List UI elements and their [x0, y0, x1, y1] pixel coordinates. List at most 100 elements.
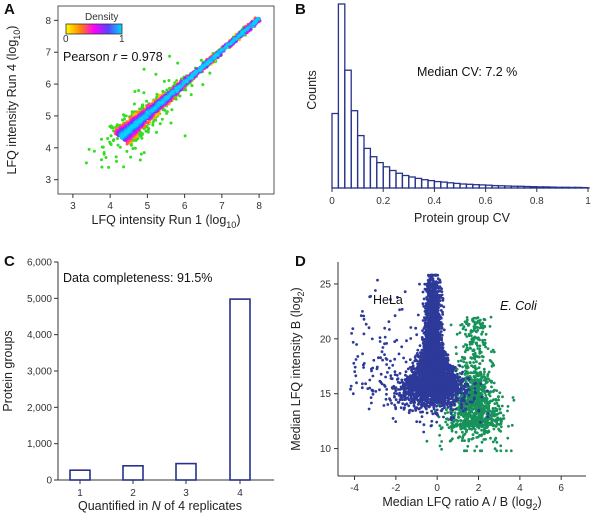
- panel-d-point-ecoli: [481, 326, 485, 330]
- panel-d-point-hela: [390, 401, 393, 405]
- panel-d-point-ecoli: [468, 361, 472, 364]
- panel-d-point-ecoli: [499, 420, 503, 423]
- density-legend-max: 1: [119, 34, 125, 45]
- panel-d-point-ecoli: [473, 364, 477, 368]
- panel-a-point: [216, 53, 220, 57]
- panel-d-point-ecoli: [483, 418, 486, 422]
- panel-b-bar: [568, 186, 576, 189]
- panel-d-point-ecoli: [480, 410, 484, 413]
- panel-a-point: [143, 114, 147, 118]
- panel-a-x-tick-label: 8: [256, 201, 262, 212]
- panel-a-point: [190, 75, 194, 79]
- panel-d-point-ecoli: [452, 419, 456, 423]
- panel-b-bar: [484, 184, 493, 189]
- panel-b-bar: [548, 186, 557, 189]
- panel-d-point-ecoli: [486, 424, 490, 428]
- panel-d-point-hela: [361, 310, 364, 313]
- panel-d-point-hela: [422, 430, 426, 434]
- panel-d-point-ecoli: [457, 423, 461, 427]
- panel-d-point-ecoli: [491, 390, 495, 393]
- panel-d-point-hela: [400, 345, 404, 349]
- panel-a-point: [158, 93, 162, 97]
- panel-d-point-ecoli: [482, 404, 485, 407]
- panel-a-plot-frame: [57, 5, 275, 195]
- panel-d-point-ecoli: [464, 343, 467, 346]
- panel-d-point-ecoli: [465, 449, 469, 453]
- panel-a-letter: A: [4, 1, 15, 18]
- panel-a-x-tick-label: 6: [182, 201, 188, 212]
- panel-a-point: [122, 113, 125, 117]
- panel-a-point: [166, 95, 170, 99]
- panel-d-point-ecoli: [454, 345, 458, 349]
- panel-d-point-ecoli: [478, 344, 482, 348]
- panel-a-point: [160, 117, 164, 121]
- panel-d-point-ecoli: [480, 440, 484, 444]
- panel-d-point-ecoli: [475, 326, 479, 329]
- panel-a-point: [123, 132, 127, 136]
- panel-d-point-ecoli: [470, 423, 473, 426]
- panel-b-letter: B: [295, 1, 306, 18]
- panel-a-point: [243, 29, 247, 33]
- panel-d-point-ecoli: [448, 439, 452, 443]
- panel-d-point-ecoli: [455, 352, 458, 356]
- panel-a-point: [137, 89, 141, 92]
- panel-d-point-ecoli: [472, 349, 476, 352]
- panel-b-bar: [574, 186, 583, 189]
- panel-d-point-ecoli: [457, 416, 461, 419]
- panel-d-point-ecoli: [509, 449, 513, 453]
- panel-b-bar: [369, 156, 378, 189]
- panel-a-point: [184, 88, 188, 92]
- panel-a-point: [205, 62, 209, 65]
- panel-d-point-hela: [393, 314, 397, 318]
- panel-b-bar: [497, 185, 506, 189]
- panel-d-point-ecoli: [488, 394, 492, 398]
- panel-a-point: [122, 165, 126, 169]
- panel-b-bar: [427, 179, 436, 189]
- panel-d-point-ecoli: [478, 449, 482, 453]
- panel-d-point-hela: [394, 420, 398, 423]
- panel-d-point-ecoli: [476, 390, 480, 394]
- panel-a-point: [165, 88, 169, 92]
- panel-a-point: [146, 128, 150, 132]
- panel-b-bar: [542, 186, 551, 189]
- panel-d-point-ecoli: [461, 436, 464, 440]
- panel-d-point-hela: [370, 401, 373, 405]
- panel-d-point-hela: [383, 353, 386, 356]
- panel-d-point-ecoli: [453, 411, 457, 415]
- panel-d-point-ecoli: [512, 398, 516, 402]
- panel-d-point-ecoli: [480, 355, 484, 358]
- panel-d-point-ecoli: [473, 449, 477, 453]
- panel-b-bar: [376, 161, 384, 189]
- panel-d-point-ecoli: [463, 426, 466, 429]
- panel-a-point: [142, 67, 146, 71]
- panel-d-point-ecoli: [458, 331, 462, 335]
- panel-c-bars: [69, 298, 251, 481]
- panel-d-point-ecoli: [475, 424, 479, 428]
- panel-d-point-ecoli: [482, 373, 486, 376]
- panel-d-point-hela: [361, 382, 364, 386]
- panel-d-point-ecoli: [493, 447, 497, 451]
- panel-d-point-ecoli: [500, 404, 504, 408]
- panel-d-point-ecoli: [460, 355, 464, 359]
- panel-d-point-ecoli: [494, 425, 498, 428]
- panel-d-point-ecoli: [471, 436, 475, 440]
- panel-d-point-ecoli: [478, 433, 481, 437]
- panel-b-bar: [523, 185, 532, 189]
- panel-d-point-ecoli: [499, 444, 503, 448]
- panel-a-point: [190, 84, 194, 88]
- panel-d-point-ecoli: [468, 346, 472, 350]
- panel-a-point: [150, 109, 154, 113]
- panel-d-point-ecoli: [473, 406, 477, 410]
- panel-d-point-ecoli: [457, 412, 461, 416]
- panel-d-point-ecoli: [472, 370, 476, 374]
- panel-d-point-ecoli: [490, 412, 494, 416]
- panel-d-point-ecoli: [470, 342, 474, 346]
- panel-d-point-ecoli: [487, 400, 491, 404]
- panel-d-point-ecoli: [467, 334, 471, 337]
- panel-d-point-ecoli: [459, 323, 463, 327]
- panel-a-point: [168, 54, 172, 58]
- panel-d-point-hela: [385, 363, 388, 366]
- panel-d-point-ecoli: [462, 345, 465, 348]
- panel-a-point: [151, 123, 155, 127]
